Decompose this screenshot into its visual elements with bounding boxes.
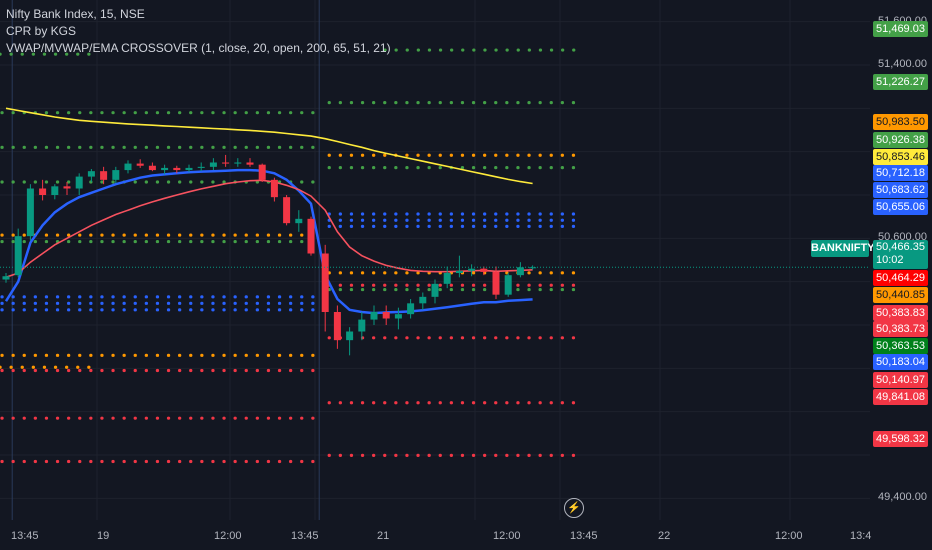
price-tag: 50,383.73 <box>873 321 928 337</box>
candle-body <box>394 314 402 319</box>
candle-body <box>75 176 83 189</box>
candle-body <box>51 186 59 195</box>
price-tag: 50,655.06 <box>873 199 928 215</box>
candles <box>2 154 537 356</box>
cpr-indicator-title[interactable]: CPR by KGS <box>6 24 77 38</box>
price-axis-label: 49,400.00 <box>878 491 927 504</box>
candle-body <box>209 162 217 167</box>
candle-body <box>124 163 132 171</box>
candle-body <box>346 331 354 341</box>
candle-body <box>419 296 427 304</box>
candle-body <box>39 188 47 195</box>
lightning-icon[interactable]: ⚡ <box>564 498 584 518</box>
candle-body <box>455 270 463 273</box>
candle-body <box>234 162 242 164</box>
vwap-indicator-title[interactable]: VWAP/MVWAP/EMA CROSSOVER (1, close, 20, … <box>6 41 391 55</box>
candle-body <box>504 275 512 295</box>
candle-body <box>148 165 156 171</box>
time-axis-label: 12:00 <box>775 530 803 542</box>
price-tag: 50,926.38 <box>873 132 928 148</box>
candle-body <box>492 271 500 295</box>
time-axis-label: 21 <box>377 530 390 542</box>
candle-body <box>407 303 415 315</box>
candle-body <box>173 167 181 171</box>
candle-body <box>258 164 266 180</box>
candle-body <box>136 163 144 166</box>
candle-body <box>87 171 95 177</box>
price-tag: 51,469.03 <box>873 21 928 37</box>
candle-body <box>468 268 476 271</box>
time-axis-label: 13:45 <box>11 530 39 542</box>
candle-body <box>443 273 451 284</box>
indicator-lines <box>4 107 533 315</box>
price-tag: 51,226.27 <box>873 74 928 90</box>
candle-body <box>63 186 71 189</box>
price-tag: 50,712.18 <box>873 165 928 181</box>
candle-body <box>246 162 254 165</box>
candle-body <box>295 218 303 224</box>
mvwap-line <box>5 179 533 279</box>
candle-body <box>370 312 378 320</box>
candle-body <box>26 188 34 237</box>
candle-body <box>14 236 22 276</box>
time-axis-label: 12:00 <box>214 530 242 542</box>
current-price-tag: 50,466.35 10:02 <box>873 240 928 269</box>
ema-line <box>5 107 533 185</box>
symbol-title[interactable]: Nifty Bank Index, 15, NSE <box>6 7 145 21</box>
price-axis-label: 51,400.00 <box>878 58 927 70</box>
candle-body <box>431 283 439 297</box>
candle-body <box>321 253 329 312</box>
price-tag: 50,383.83 <box>873 305 928 321</box>
candle-body <box>161 167 169 171</box>
price-tag: 50,464.29 <box>873 270 928 286</box>
time-axis-label: 12:00 <box>493 530 521 542</box>
cpr-levels <box>0 48 577 464</box>
vwap-line <box>4 168 533 315</box>
time-axis-label: 13:4 <box>850 530 872 542</box>
candle-body <box>112 170 120 180</box>
candle-body <box>197 166 205 168</box>
time-axis-label: 13:45 <box>291 530 319 542</box>
price-tag: 50,983.50 <box>873 114 928 130</box>
candle-body <box>222 162 230 164</box>
price-tag: 49,598.32 <box>873 431 928 447</box>
candle-body <box>516 267 524 276</box>
symbol-price-tag: BANKNIFTY <box>811 240 875 257</box>
candle-body <box>382 312 390 319</box>
price-tag: 50,683.62 <box>873 182 928 198</box>
candle-body <box>307 218 315 254</box>
price-tag: 50,440.85 <box>873 287 928 303</box>
current-price-value: 50,466.35 <box>876 241 925 253</box>
day-separators <box>11 0 320 520</box>
candle-body <box>480 268 488 272</box>
candle-body <box>333 312 341 341</box>
candle-body <box>185 167 193 171</box>
price-tag: 49,841.08 <box>873 389 928 405</box>
candle-body <box>283 197 291 224</box>
time-axis-label: 13:45 <box>570 530 598 542</box>
candle-body <box>529 267 537 269</box>
price-tag: 50,363.53 <box>873 338 928 354</box>
price-tag: 50,853.46 <box>873 149 928 165</box>
chart-grid <box>0 0 870 520</box>
candle-body <box>358 319 366 332</box>
candle-body <box>270 179 278 198</box>
time-axis-label: 19 <box>97 530 110 542</box>
chart-legend: Nifty Bank Index, 15, NSE CPR by KGS VWA… <box>6 6 391 57</box>
bar-countdown: 10:02 <box>876 254 904 266</box>
price-tag: 50,183.04 <box>873 354 928 370</box>
candle-body <box>2 276 10 280</box>
price-tag: 50,140.97 <box>873 372 928 388</box>
time-axis-label: 22 <box>658 530 671 542</box>
candle-body <box>100 171 108 180</box>
